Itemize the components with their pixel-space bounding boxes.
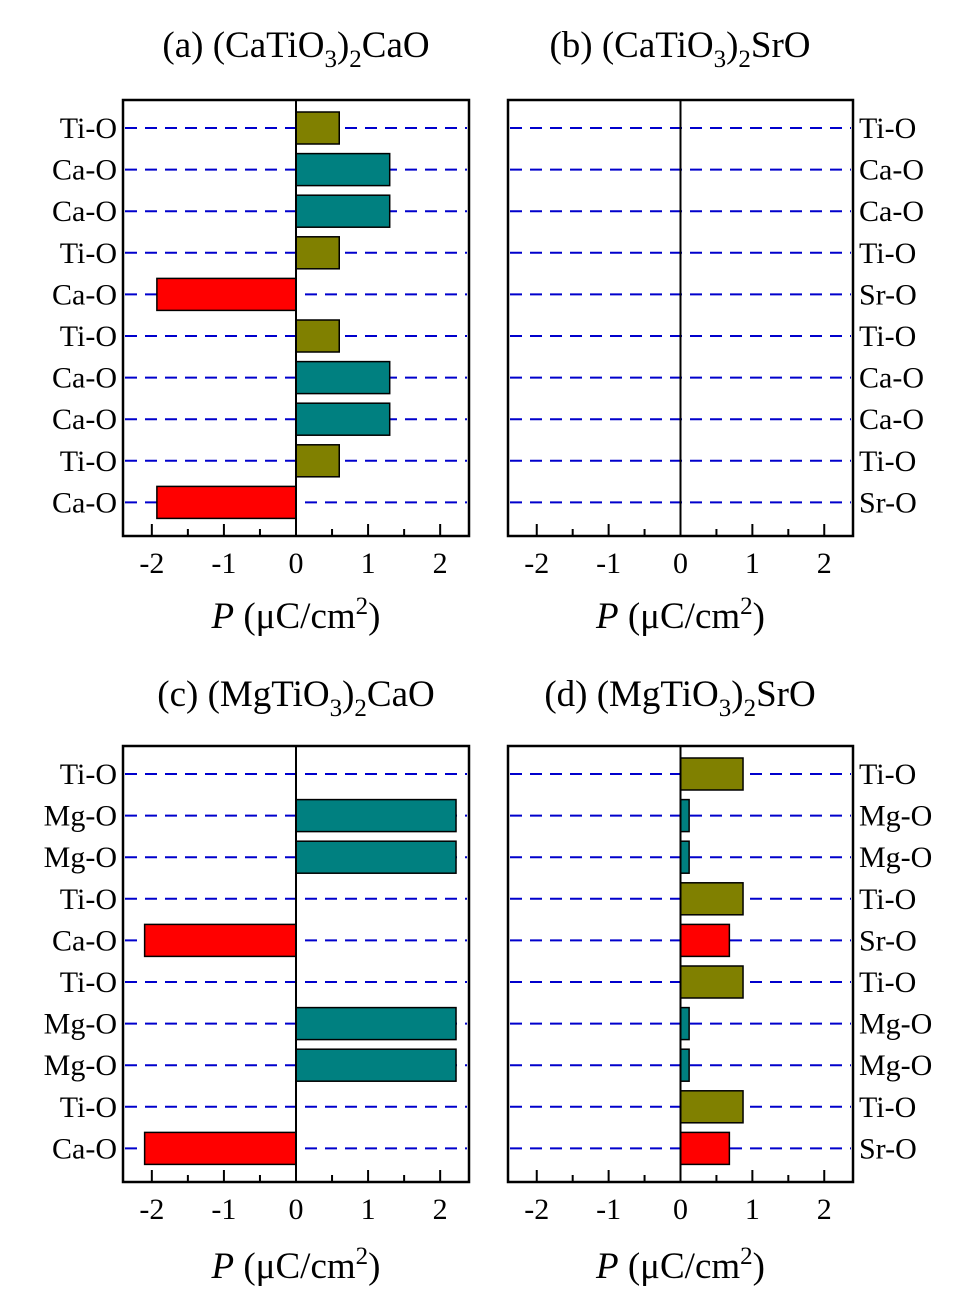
bar-ti-o (679, 1090, 744, 1124)
panel-c: (c) (MgTiO3)2CaO Ti-O Mg-O Mg-O Ti-O Ca-O Ti-O… (44, 674, 471, 1287)
panel-c-title: (c) (MgTiO3)2CaO (157, 674, 435, 722)
category-label: Ti-O (60, 758, 117, 791)
category-label: Mg-O (44, 1008, 117, 1041)
x-axis-label: P (μC/cm2) (210, 593, 380, 637)
bar-ti-o (295, 444, 340, 478)
x-tick-label: 0 (289, 547, 304, 580)
category-label: Ca-O (52, 403, 117, 436)
panel-a-title: (a) (CaTiO3)2CaO (162, 25, 429, 73)
category-label: Ti-O (60, 445, 117, 478)
category-label: Mg-O (44, 1049, 117, 1082)
bar-mg-o (679, 840, 690, 874)
x-tick-label: 2 (817, 547, 832, 580)
category-label: Ti-O (859, 112, 916, 145)
category-label: Mg-O (44, 841, 117, 874)
bar-sr-o (679, 1131, 731, 1166)
category-label: Ca-O (52, 924, 117, 957)
category-label: Ti-O (859, 237, 916, 270)
x-tick-label: 2 (433, 547, 448, 580)
x-tick-label: 0 (673, 547, 688, 580)
category-label: Ti-O (859, 758, 916, 791)
category-label: Mg-O (44, 800, 117, 833)
category-label: Ti-O (60, 237, 117, 270)
category-label: Ca-O (52, 195, 117, 228)
x-tick-label: -1 (211, 547, 236, 580)
x-tick-label: 0 (289, 1193, 304, 1226)
x-axis-label: P (μC/cm2) (595, 593, 765, 637)
x-tick-label: 2 (433, 1193, 448, 1226)
panel-a: (a) (CaTiO3)2CaO Ti-O Ca-O Ca-O Ti-O Ca-O Ti-O… (52, 25, 471, 637)
bar-mg-o (679, 798, 690, 833)
bar-ca-o (143, 1131, 297, 1166)
x-tick-label: 2 (817, 1193, 832, 1226)
category-label: Ti-O (859, 1091, 916, 1124)
category-label: Ti-O (859, 445, 916, 478)
bar-mg-o (295, 1006, 457, 1041)
category-label: Mg-O (859, 1008, 932, 1041)
category-label: Mg-O (859, 800, 932, 833)
bar-mg-o (295, 798, 457, 833)
category-label: Ca-O (859, 362, 924, 395)
x-tick-label: -2 (139, 547, 164, 580)
x-tick-label: -2 (139, 1193, 164, 1226)
bar-ca-o (295, 194, 391, 228)
category-label: Ca-O (859, 195, 924, 228)
bar-ca-o (156, 485, 297, 520)
category-label: Ti-O (60, 966, 117, 999)
category-label: Ca-O (859, 403, 924, 436)
category-label: Ti-O (60, 112, 117, 145)
category-label: Ca-O (52, 486, 117, 519)
panel-b: (b) (CaTiO3)2SrO Ti-O Ca-O Ca-O Ti-O Sr-O Ti-O… (506, 25, 924, 637)
bar-ca-o (295, 402, 391, 436)
bar-ca-o (295, 360, 391, 395)
bar-ti-o (295, 319, 340, 353)
x-tick-label: 1 (361, 547, 376, 580)
bar-mg-o (295, 840, 457, 874)
bar-ti-o (295, 236, 340, 270)
category-label: Ti-O (859, 320, 916, 353)
x-tick-label: -2 (524, 1193, 549, 1226)
panel-d: (d) (MgTiO3)2SrO Ti-O Mg-O Mg-O Ti-O Sr-O Ti-O… (506, 674, 932, 1287)
bar-ca-o (156, 277, 297, 312)
category-label: Ca-O (52, 278, 117, 311)
x-tick-label: -1 (596, 547, 621, 580)
panel-d-title: (d) (MgTiO3)2SrO (544, 674, 815, 722)
category-label: Sr-O (859, 924, 917, 957)
bar-ti-o (295, 111, 340, 145)
bar-ti-o (679, 757, 744, 791)
x-tick-label: 1 (745, 1193, 760, 1226)
category-label: Ti-O (859, 966, 916, 999)
category-label: Ti-O (859, 883, 916, 916)
x-tick-label: 1 (745, 547, 760, 580)
x-tick-label: -1 (211, 1193, 236, 1226)
x-tick-label: 1 (361, 1193, 376, 1226)
category-label: Ca-O (859, 154, 924, 187)
category-label: Ca-O (52, 362, 117, 395)
category-label: Sr-O (859, 1132, 917, 1165)
bar-sr-o (679, 923, 731, 958)
bar-mg-o (679, 1006, 690, 1041)
category-label: Ca-O (52, 1132, 117, 1165)
bar-mg-o (679, 1048, 690, 1082)
x-tick-label: 0 (673, 1193, 688, 1226)
category-label: Ca-O (52, 154, 117, 187)
bar-ca-o (143, 923, 297, 958)
bar-ca-o (295, 152, 391, 187)
category-label: Mg-O (859, 841, 932, 874)
category-label: Sr-O (859, 278, 917, 311)
category-label: Ti-O (60, 883, 117, 916)
bar-mg-o (295, 1048, 457, 1082)
category-label: Ti-O (60, 1091, 117, 1124)
panel-b-title: (b) (CaTiO3)2SrO (549, 25, 810, 73)
category-label: Sr-O (859, 486, 917, 519)
x-axis-label: P (μC/cm2) (210, 1243, 380, 1287)
bar-ti-o (679, 882, 744, 916)
x-tick-label: -2 (524, 547, 549, 580)
x-tick-label: -1 (596, 1193, 621, 1226)
category-label: Ti-O (60, 320, 117, 353)
x-axis-label: P (μC/cm2) (595, 1243, 765, 1287)
bar-ti-o (679, 965, 744, 999)
category-label: Mg-O (859, 1049, 932, 1082)
